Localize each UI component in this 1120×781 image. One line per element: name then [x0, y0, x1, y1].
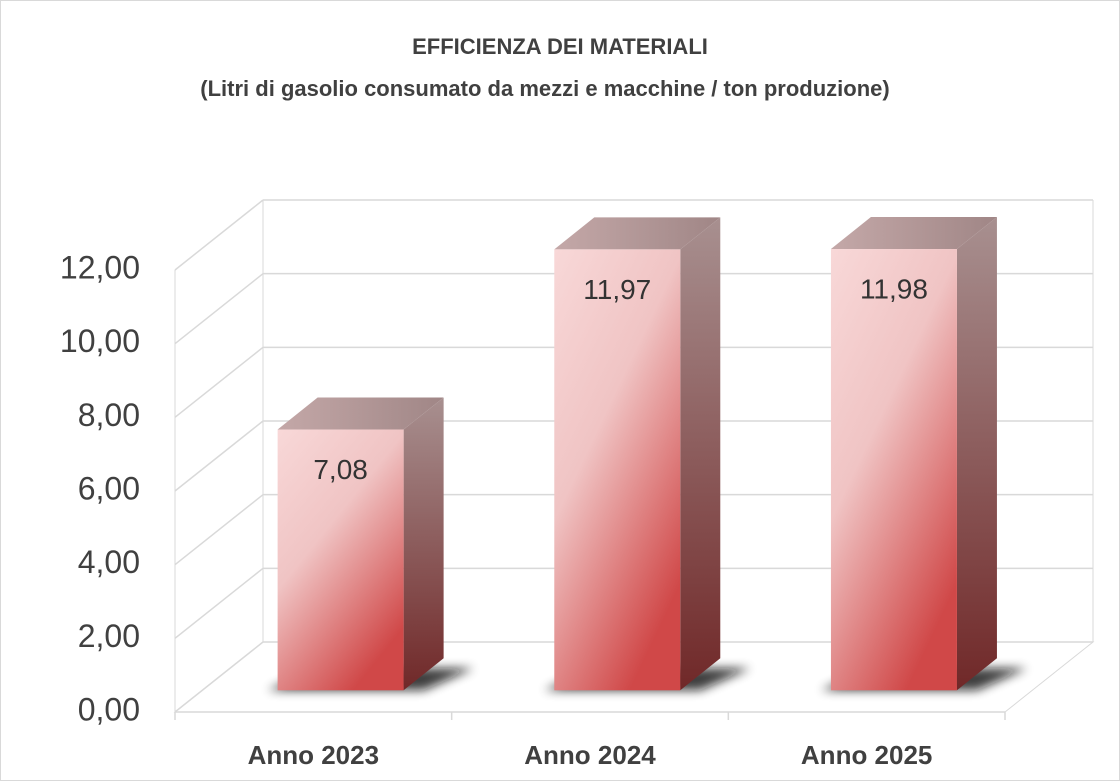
grid-line — [174, 641, 264, 713]
y-tick-label: 4,00 — [78, 544, 140, 580]
grid-line — [174, 346, 264, 418]
bar — [830, 249, 957, 691]
grid-line — [174, 420, 264, 492]
bar-side — [956, 217, 997, 691]
data-label: 7,08 — [313, 454, 368, 485]
grid-line — [174, 567, 264, 639]
x-tick-label: Anno 2024 — [524, 740, 656, 770]
plot: 0,00 2,00 4,00 6,00 8,00 10,00 12,00 Anno 2023 7… — [60, 199, 1095, 770]
data-label: 11,98 — [860, 273, 928, 304]
bar-side — [680, 217, 721, 691]
grid-line — [174, 273, 264, 345]
bar-top — [830, 217, 997, 250]
bar-side — [403, 397, 444, 691]
y-tick-label: 10,00 — [60, 323, 140, 359]
y-tick-label: 8,00 — [78, 397, 140, 433]
bar-top — [277, 397, 444, 430]
grid-line — [174, 199, 264, 271]
x-tick-label: Anno 2025 — [801, 740, 933, 770]
bar — [277, 429, 404, 691]
chart-title: EFFICIENZA DEI MATERIALI — [412, 34, 708, 59]
grid-line — [174, 494, 264, 566]
x-tick-label: Anno 2023 — [248, 740, 380, 770]
bar — [554, 249, 681, 691]
chart-subtitle: (Litri di gasolio consumato da mezzi e m… — [200, 76, 889, 101]
data-label: 11,97 — [583, 274, 651, 305]
bar-top — [554, 217, 721, 250]
y-tick-label: 12,00 — [60, 249, 140, 285]
y-tick-label: 2,00 — [78, 618, 140, 654]
y-tick-label: 0,00 — [78, 691, 140, 727]
y-tick-label: 6,00 — [78, 470, 140, 506]
